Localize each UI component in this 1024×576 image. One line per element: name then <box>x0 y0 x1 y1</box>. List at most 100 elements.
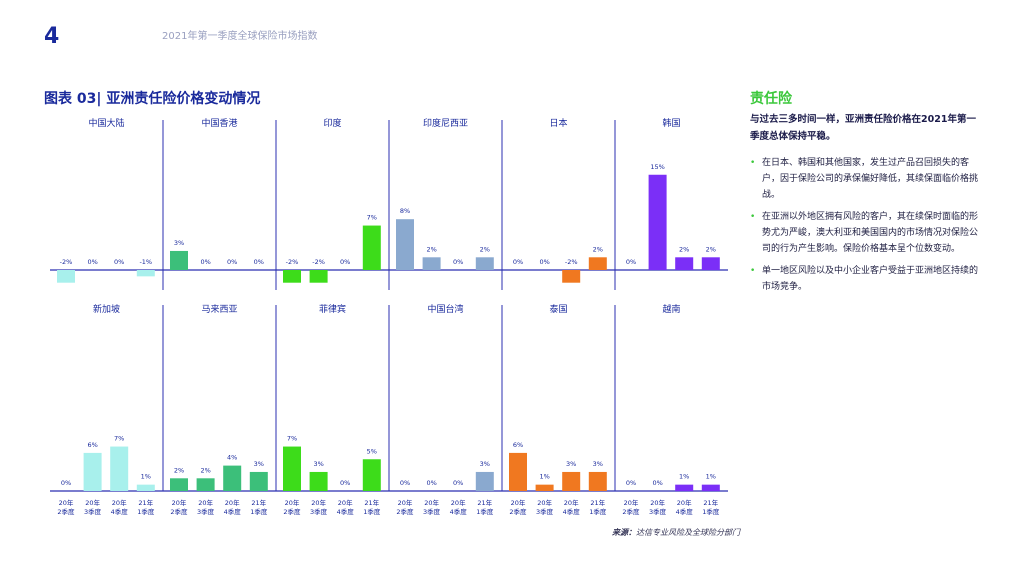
bullet-icon: • <box>750 212 756 222</box>
data-label: 2% <box>174 466 184 474</box>
data-label: 6% <box>87 441 97 449</box>
tick-label: 20年 <box>112 498 127 507</box>
data-label: -2% <box>60 258 73 266</box>
bullet-text: 在日本、韩国和其他国家，发生过产品召回损失的客户，因于保险公司的承保偏好降低，其… <box>762 158 979 200</box>
data-label: 0% <box>626 258 636 266</box>
data-label: 0% <box>652 479 662 487</box>
tick-label: 1季度 <box>702 507 720 516</box>
panel-title: 泰国 <box>549 303 567 315</box>
tick-label: 2季度 <box>622 507 640 516</box>
bar <box>57 270 75 283</box>
data-label: 1% <box>539 473 549 481</box>
data-label: 7% <box>114 435 124 443</box>
tick-label: 4季度 <box>337 507 355 516</box>
bar <box>249 471 268 491</box>
bar <box>83 452 102 491</box>
panel-title: 新加坡 <box>93 303 120 315</box>
data-label: 0% <box>61 479 71 487</box>
tick-label: 1季度 <box>137 507 155 516</box>
data-label: 7% <box>367 214 377 222</box>
bar <box>475 471 494 491</box>
tick-label: 21年 <box>703 498 718 507</box>
data-label: 4% <box>227 454 237 462</box>
bar <box>283 270 301 283</box>
tick-label: 2季度 <box>396 507 414 516</box>
bullet-icon: • <box>750 158 756 168</box>
tick-label: 20年 <box>564 498 579 507</box>
panel-title: 印度 <box>323 117 341 129</box>
data-label: 2% <box>593 245 603 253</box>
tick-label: 3季度 <box>536 507 554 516</box>
bar <box>362 459 381 491</box>
bar <box>196 478 215 491</box>
tick-label: 3季度 <box>649 507 667 516</box>
bar <box>701 484 720 491</box>
data-label: -1% <box>139 258 152 266</box>
page-number: 4 <box>44 24 60 49</box>
bar <box>110 446 129 491</box>
bar <box>170 478 188 491</box>
tick-label: 2季度 <box>170 507 188 516</box>
bar <box>396 219 414 270</box>
tick-label: 4季度 <box>676 507 694 516</box>
data-label: 1% <box>141 473 151 481</box>
tick-label: 1季度 <box>589 507 607 516</box>
data-label: 7% <box>287 435 297 443</box>
data-label: 3% <box>566 460 576 468</box>
data-label: 0% <box>87 258 97 266</box>
bar <box>562 270 581 283</box>
sidebar-heading: 责任险 <box>750 91 792 107</box>
data-label: 0% <box>453 258 463 266</box>
bar <box>535 484 554 491</box>
bar <box>362 225 381 270</box>
bullet-text: 在亚洲以外地区拥有风险的客户，其在续保时面临的形势尤为严峻，澳大利亚和美国国内的… <box>762 212 979 254</box>
tick-label: 2季度 <box>57 507 75 516</box>
bar <box>309 270 328 283</box>
bullet-item: • 在日本、韩国和其他国家，发生过产品召回损失的客户，因于保险公司的承保偏好降低，… <box>750 155 982 203</box>
tick-label: 3季度 <box>423 507 441 516</box>
tick-label: 1季度 <box>363 507 381 516</box>
tick-label: 20年 <box>677 498 692 507</box>
tick-label: 20年 <box>537 498 552 507</box>
bar <box>648 174 667 270</box>
panel-title: 菲律宾 <box>319 303 346 315</box>
data-label: 3% <box>593 460 603 468</box>
tick-label: 21年 <box>251 498 266 507</box>
tick-label: 20年 <box>398 498 413 507</box>
tick-label: 4季度 <box>111 507 129 516</box>
data-label: 3% <box>313 460 323 468</box>
tick-label: 20年 <box>285 498 300 507</box>
panel-title: 中国台湾 <box>427 303 463 315</box>
tick-label: 2季度 <box>283 507 301 516</box>
bullet-text: 单一地区风险以及中小企业客户受益于亚洲地区持续的市场竞争。 <box>762 266 979 292</box>
panel-title: 越南 <box>662 303 680 315</box>
data-label: 0% <box>340 258 350 266</box>
tick-label: 20年 <box>424 498 439 507</box>
tick-label: 1季度 <box>476 507 494 516</box>
data-label: 2% <box>426 245 436 253</box>
data-label: 1% <box>679 473 689 481</box>
data-label: 0% <box>254 258 264 266</box>
bar <box>223 465 242 491</box>
tick-label: 20年 <box>85 498 100 507</box>
data-label: 0% <box>539 258 549 266</box>
data-label: 0% <box>114 258 124 266</box>
tick-label: 20年 <box>172 498 187 507</box>
tick-label: 20年 <box>198 498 213 507</box>
data-label: 3% <box>254 460 264 468</box>
data-label: 0% <box>453 479 463 487</box>
panel-title: 日本 <box>549 117 567 129</box>
data-label: 6% <box>513 441 523 449</box>
data-label: 0% <box>340 479 350 487</box>
bar <box>170 250 188 270</box>
data-label: 0% <box>626 479 636 487</box>
bar <box>136 270 155 277</box>
bar <box>136 484 155 491</box>
bar <box>283 446 301 491</box>
panel-title: 印度尼西亚 <box>423 117 468 129</box>
data-label: 0% <box>400 479 410 487</box>
data-label: 0% <box>227 258 237 266</box>
tick-label: 20年 <box>451 498 466 507</box>
data-label: 3% <box>480 460 490 468</box>
